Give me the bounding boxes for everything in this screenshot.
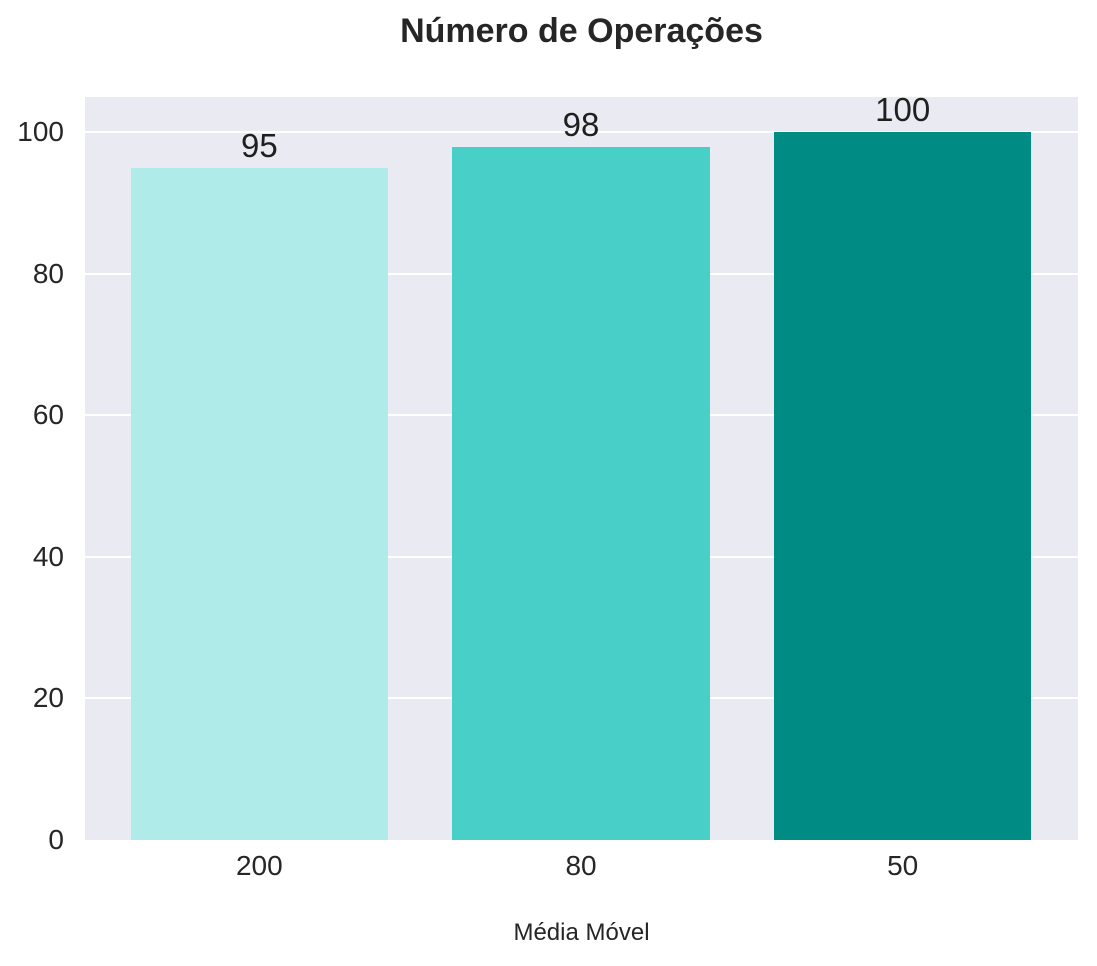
y-tick-label: 100 <box>17 116 64 148</box>
y-tick-label: 60 <box>32 399 64 431</box>
y-tick-label: 40 <box>32 540 64 572</box>
x-tick-label: 80 <box>565 850 597 881</box>
plot-area: 95 98 100 <box>85 93 1078 840</box>
bar-value-label: 98 <box>562 105 600 143</box>
bar <box>774 132 1032 840</box>
x-tick-label: 50 <box>887 850 919 881</box>
y-tick-label: 20 <box>32 682 64 714</box>
bar <box>130 167 388 840</box>
bar <box>452 146 710 840</box>
bar-value-label: 100 <box>875 91 931 129</box>
gridline <box>85 131 1078 134</box>
x-tick-label: 200 <box>235 850 283 881</box>
y-tick-label: 80 <box>32 257 64 289</box>
bar-value-label: 95 <box>240 126 278 164</box>
x-axis-label: Média Móvel <box>513 919 650 946</box>
chart-title: Número de Operações <box>400 12 763 50</box>
y-tick-label: 0 <box>48 824 64 855</box>
